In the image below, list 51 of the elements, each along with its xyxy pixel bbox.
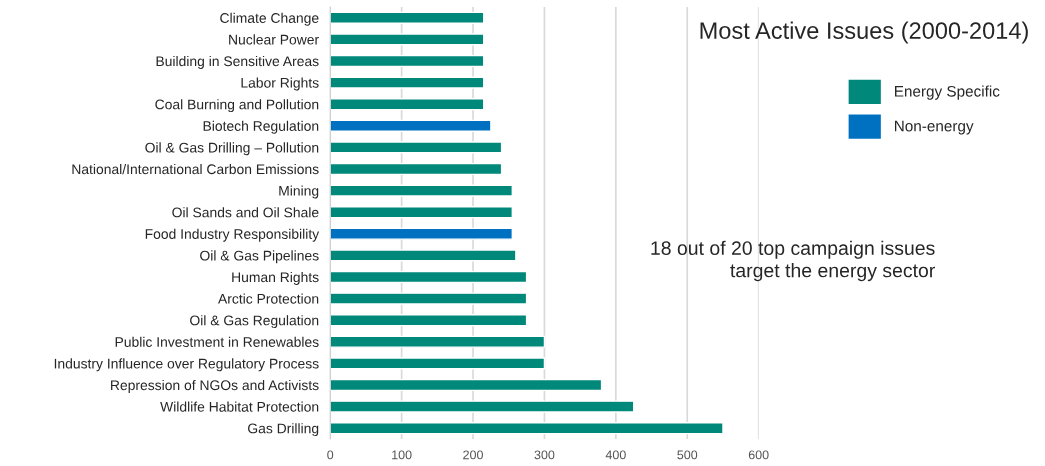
bar	[330, 184, 514, 197]
y-tick-label: Nuclear Power	[229, 34, 319, 45]
bar	[330, 422, 724, 435]
bar	[330, 33, 485, 46]
legend-label: Energy Specific	[895, 85, 1000, 100]
y-tick-label: Industry Influence over Regulatory Process	[54, 358, 319, 372]
x-tick-label: 200	[463, 450, 483, 460]
x-tick-label: 600	[748, 450, 769, 460]
y-tick-label: Oil & Gas Drilling – Pollution	[145, 142, 319, 156]
x-tick-label: 0	[327, 450, 334, 460]
y-tick-label: Climate Change	[220, 12, 319, 26]
y-tick-label: Oil & Gas Regulation	[190, 315, 319, 329]
bar	[330, 314, 528, 327]
y-tick-label: Oil & Gas Pipelines	[200, 250, 319, 264]
y-tick-label: Public Investment in Renewables	[115, 336, 319, 347]
x-tick-label: 100	[392, 450, 412, 460]
y-tick-label: Labor Rights	[241, 77, 319, 91]
y-tick-label: Mining	[279, 185, 319, 199]
bar	[330, 335, 546, 348]
bar	[330, 378, 603, 392]
bar	[330, 98, 485, 111]
y-tick-label: Biotech Regulation	[203, 120, 319, 134]
y-tick-label: Repression of NGOs and Activists	[111, 379, 319, 393]
y-tick-label: Arctic Protection	[218, 293, 319, 304]
bar	[330, 292, 528, 305]
bar	[330, 400, 635, 413]
bar	[330, 54, 485, 68]
y-tick-label: Human Rights	[232, 271, 319, 285]
bar	[330, 206, 514, 219]
legend-label: Non-energy	[895, 120, 974, 135]
x-tick-label: 400	[605, 450, 626, 460]
y-tick-label: Wildlife Habitat Protection	[160, 401, 319, 412]
annotation: 18 out of 20 top campaign issues target the energy sector	[651, 240, 935, 282]
x-tick-label: 500	[677, 450, 698, 460]
bar	[330, 249, 517, 262]
bar	[330, 11, 485, 24]
bar	[330, 162, 503, 176]
bar	[330, 227, 514, 240]
y-tick-label: Food Industry Responsibility	[145, 228, 320, 242]
y-tick-label: Gas Drilling	[248, 423, 319, 437]
y-tick-label: National/International Carbon Emissions	[72, 163, 319, 175]
y-tick-label: Building in Sensitive Areas	[156, 55, 319, 69]
x-tick-label: 300	[534, 450, 555, 460]
y-tick-label: Oil Sands and Oil Shale	[172, 207, 319, 218]
bar	[330, 141, 503, 154]
bar	[330, 76, 485, 89]
y-tick-label: Coal Burning and Pollution	[155, 99, 319, 113]
bar	[330, 119, 492, 132]
bar	[330, 270, 528, 284]
bar	[330, 357, 546, 370]
text: Most Active Issues (2000-2014)	[700, 21, 1028, 44]
